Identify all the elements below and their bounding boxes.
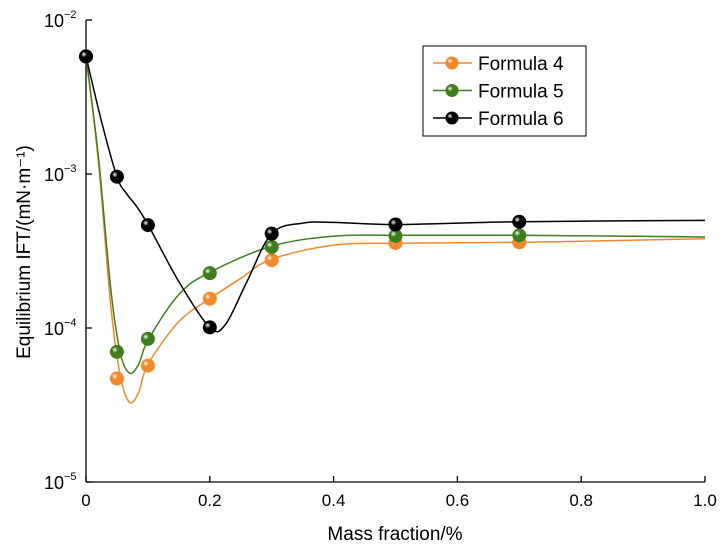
data-point-formula-6 (264, 226, 279, 241)
curve-formula-4 (85, 56, 706, 404)
y-tick-exponent: −2 (64, 9, 77, 21)
legend-label-formula-6: Formula 6 (478, 109, 564, 130)
y-axis-label: Equilibrium IFT/(mN·m⁻¹) (14, 145, 35, 359)
x-tick-label: 0.6 (446, 491, 470, 510)
data-point-formula-4 (109, 371, 124, 386)
data-point-formula-6 (109, 169, 124, 184)
data-point-formula-5 (109, 344, 124, 359)
data-point-formula-5 (512, 228, 527, 243)
legend-marker-formula-6 (445, 111, 459, 125)
y-tick-base: 10 (44, 11, 64, 31)
data-point-formula-6 (388, 217, 403, 232)
x-tick-label: 0.4 (322, 491, 346, 510)
x-axis-label: Mass fraction/% (327, 524, 462, 545)
x-tick-label: 0 (81, 491, 90, 510)
data-point-formula-4 (202, 291, 217, 306)
data-point-formula-5 (388, 228, 403, 243)
curve-formula-5 (85, 56, 706, 375)
legend-label-formula-4: Formula 4 (478, 54, 564, 75)
y-tick-label: 10 (44, 165, 64, 185)
y-tick-base: 10 (44, 165, 64, 185)
y-tick-label: 10 (44, 11, 64, 31)
y-tick-exponent: −5 (64, 471, 77, 483)
series-markers (79, 49, 527, 386)
y-tick-base: 10 (44, 473, 64, 493)
legend-label-formula-5: Formula 5 (478, 82, 564, 103)
x-tick-label: 0.2 (198, 491, 222, 510)
y-tick-exponent: −3 (64, 163, 77, 175)
data-point-formula-5 (140, 331, 155, 346)
data-point-formula-6 (202, 320, 217, 335)
axes: 0 0.2 0.4 0.6 0.8 1.010−210−310−410−5 (44, 9, 717, 510)
data-point-formula-4 (264, 253, 279, 268)
data-point-formula-4 (140, 358, 155, 373)
data-point-formula-6 (512, 214, 527, 229)
data-point-formula-6 (140, 218, 155, 233)
x-tick-label: 0.8 (569, 491, 593, 510)
legend-marker-formula-4 (445, 56, 459, 70)
y-tick-base: 10 (44, 319, 64, 339)
curve-formula-6 (85, 56, 706, 333)
y-tick-label: 10 (44, 319, 64, 339)
data-point-formula-6 (79, 49, 93, 64)
y-tick-exponent: −4 (64, 317, 77, 329)
x-tick-label: 1.0 (693, 491, 717, 510)
series-curves (85, 56, 706, 404)
data-point-formula-5 (202, 266, 217, 281)
legend: Formula 4 Formula 5 Formula 6 (422, 45, 587, 137)
y-tick-label: 10 (44, 473, 64, 493)
legend-marker-formula-5 (445, 84, 459, 97)
data-point-formula-5 (264, 239, 279, 254)
